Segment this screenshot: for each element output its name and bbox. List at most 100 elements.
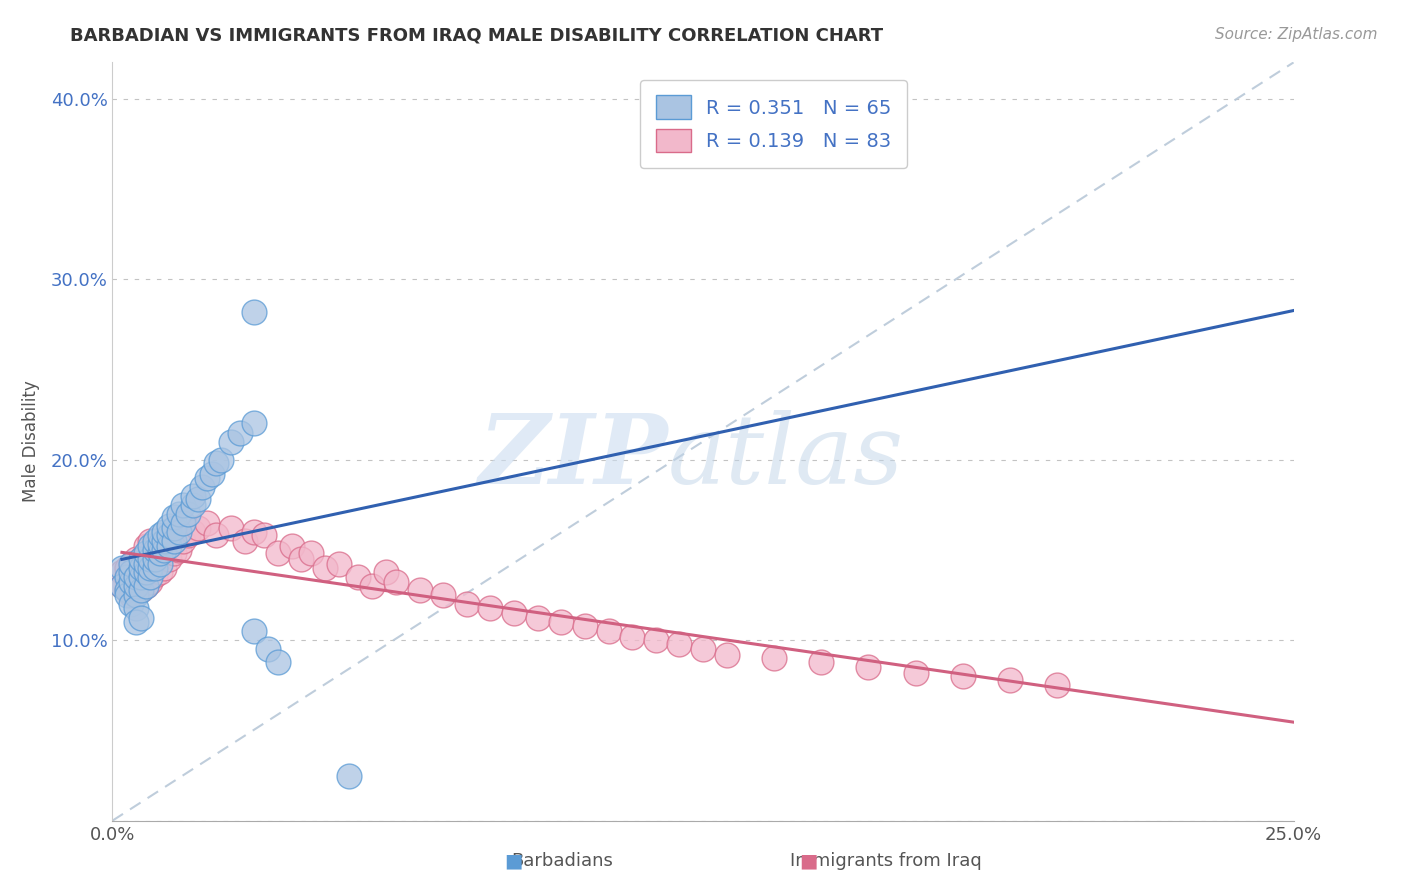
Legend: R = 0.351   N = 65, R = 0.139   N = 83: R = 0.351 N = 65, R = 0.139 N = 83 [640,79,907,168]
Point [314,561,336,575]
Point [644,633,666,648]
Point [120,575,142,590]
Point [163,546,186,560]
Point [135,565,157,579]
Point [163,521,186,535]
Point [157,519,180,533]
Point [143,552,166,566]
Point [503,606,526,620]
Point [153,561,176,575]
Point [139,575,162,590]
Point [550,615,572,629]
Point [762,651,785,665]
Point [129,570,152,584]
Text: Immigrants from Iraq: Immigrants from Iraq [790,852,981,870]
Point [526,611,548,625]
Point [574,618,596,632]
Point [1046,678,1069,692]
Point [186,492,208,507]
Y-axis label: Male Disability: Male Disability [21,381,39,502]
Point [243,417,266,431]
Point [129,561,152,575]
Point [143,558,166,572]
Point [143,561,166,575]
Point [209,452,232,467]
Point [135,546,157,560]
Point [177,528,200,542]
Point [375,565,398,579]
Point [191,480,214,494]
Point [668,637,690,651]
Point [337,768,360,782]
Point [167,524,190,539]
Point [149,565,172,579]
Point [361,579,384,593]
Point [281,539,304,553]
Point [172,533,194,548]
Point [120,565,142,579]
Point [115,570,138,584]
Point [267,546,290,560]
Point [143,568,166,582]
Point [181,524,204,539]
Point [157,528,180,542]
Point [139,533,162,548]
Point [129,552,152,566]
Point [139,561,162,575]
Point [201,467,224,481]
Text: atlas: atlas [668,409,904,504]
Point [139,570,162,584]
Point [111,565,134,579]
Point [998,673,1021,687]
Text: BARBADIAN VS IMMIGRANTS FROM IRAQ MALE DISABILITY CORRELATION CHART: BARBADIAN VS IMMIGRANTS FROM IRAQ MALE D… [70,27,883,45]
Point [135,579,157,593]
Point [243,624,266,639]
Point [153,546,176,560]
Point [120,588,142,602]
Point [139,552,162,566]
Point [135,558,157,572]
Point [153,533,176,548]
Point [120,558,142,572]
Point [692,642,714,657]
Point [385,575,408,590]
Point [149,528,172,542]
Point [125,588,148,602]
Point [125,579,148,593]
Text: Source: ZipAtlas.com: Source: ZipAtlas.com [1215,27,1378,42]
Point [115,570,138,584]
Point [139,552,162,566]
Point [143,542,166,557]
Point [257,642,280,657]
Point [456,597,478,611]
Point [328,558,350,572]
Point [135,558,157,572]
Point [115,561,138,575]
Point [129,582,152,597]
Point [181,498,204,512]
Point [163,510,186,524]
Point [253,528,276,542]
Point [129,611,152,625]
Point [120,558,142,572]
Point [125,561,148,575]
Point [205,528,228,542]
Point [115,582,138,597]
Text: ■: ■ [799,851,818,871]
Point [432,588,454,602]
Point [115,588,138,602]
Point [120,565,142,579]
Point [195,516,218,530]
Point [243,524,266,539]
Point [172,498,194,512]
Point [479,600,502,615]
Point [858,660,880,674]
Point [219,521,242,535]
Point [149,542,172,557]
Point [139,565,162,579]
Point [129,552,152,566]
Point [229,425,252,440]
Point [153,524,176,539]
Point [219,434,242,449]
Point [233,533,256,548]
